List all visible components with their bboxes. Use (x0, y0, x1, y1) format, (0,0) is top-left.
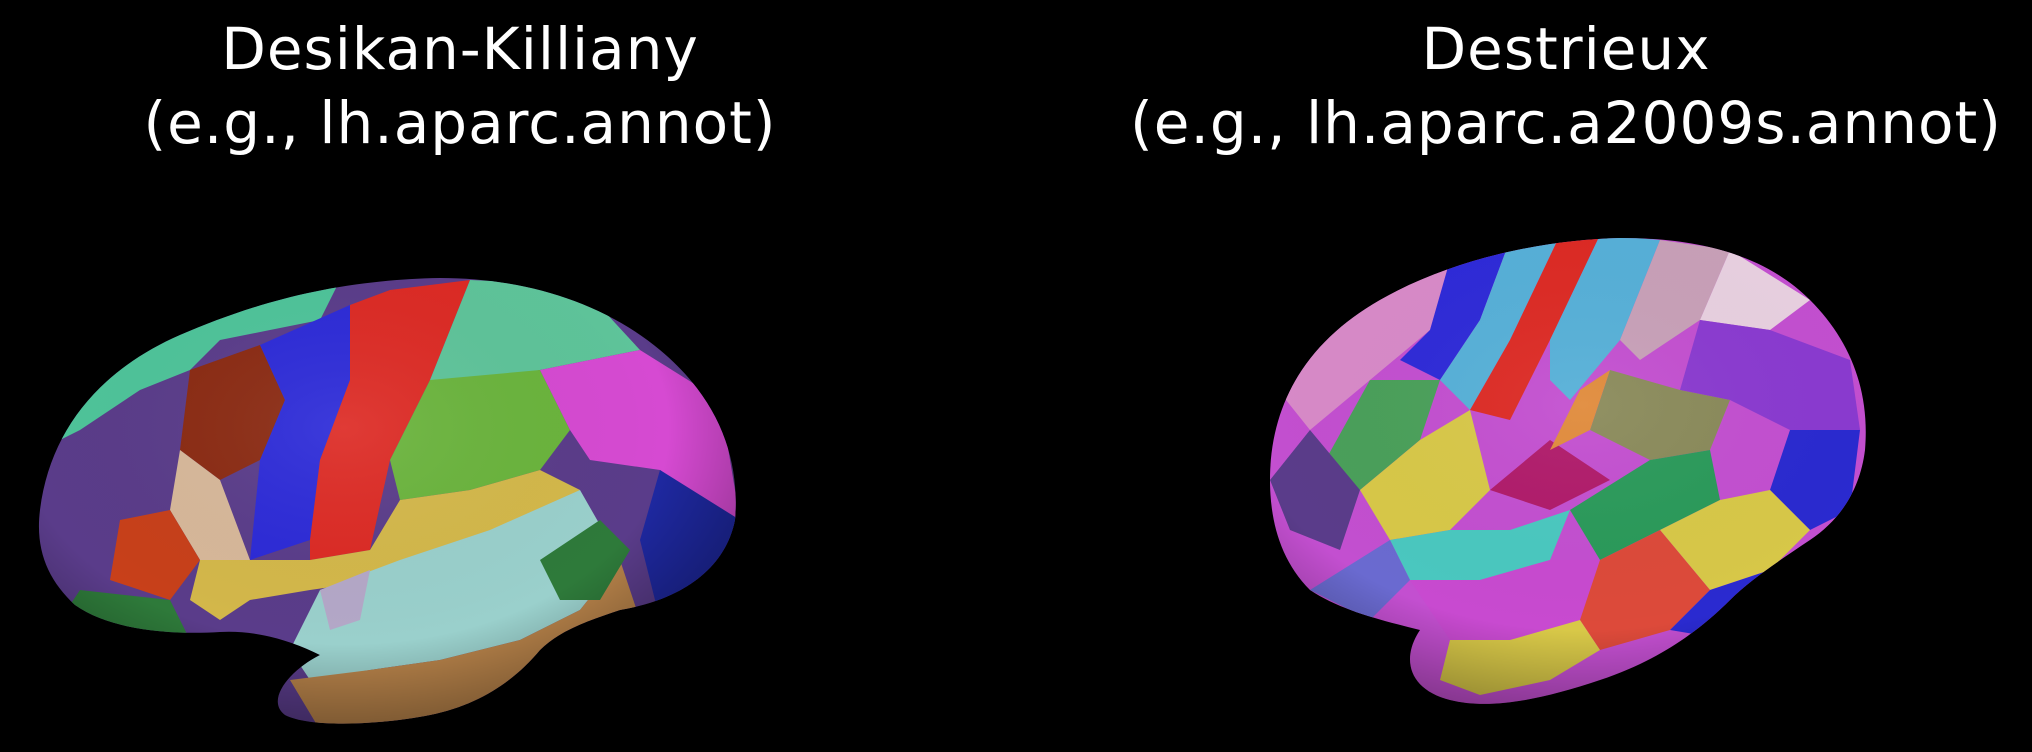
atlas-subtitle: (e.g., lh.aparc.a2009s.annot) (1130, 89, 2002, 157)
desikan-killiany-heading: Desikan-Killiany (e.g., lh.aparc.annot) (20, 12, 900, 160)
brain-surface-desikan-killiany-image (38, 278, 736, 724)
atlas-title: Destrieux (1421, 15, 1711, 83)
destrieux-panel: Destrieux (e.g., lh.aparc.a2009s.annot) (1100, 0, 2032, 752)
destrieux-heading: Destrieux (e.g., lh.aparc.a2009s.annot) (1100, 12, 2032, 160)
atlas-subtitle: (e.g., lh.aparc.annot) (143, 89, 777, 157)
desikan-killiany-panel: Desikan-Killiany (e.g., lh.aparc.annot) (0, 0, 940, 752)
brain-surface-destrieux-image (1270, 238, 1866, 704)
atlas-title: Desikan-Killiany (221, 15, 699, 83)
